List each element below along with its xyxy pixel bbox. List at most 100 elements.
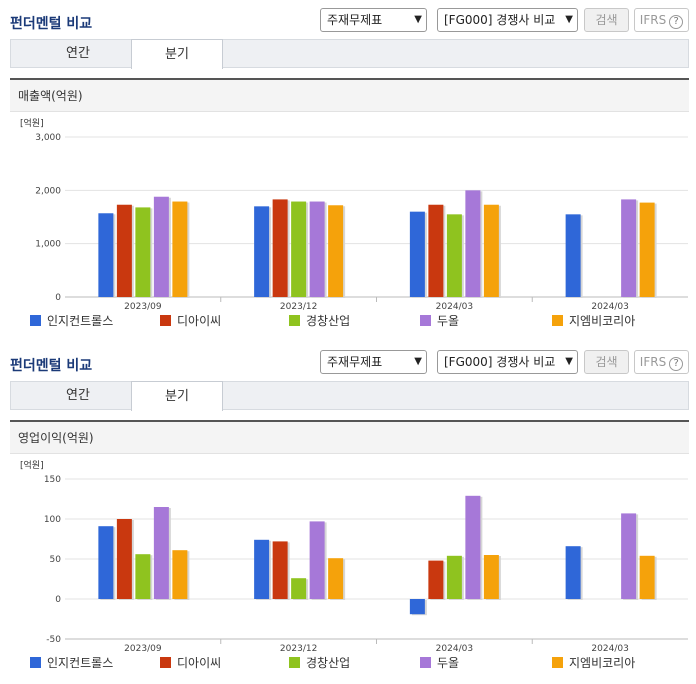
legend-item[interactable]: 두올 (420, 312, 459, 330)
peer-group-select-value: [FG000] 경쟁사 비교 (444, 13, 556, 27)
statement-select-value: 주재무제표 (327, 355, 383, 369)
ifrs-button[interactable]: IFRS? (634, 8, 689, 32)
legend-item[interactable]: 디아이씨 (160, 654, 221, 672)
y-tick-label: 1,000 (35, 240, 61, 250)
peer-group-select[interactable]: [FG000] 경쟁사 비교 ▼ (437, 8, 578, 32)
legend-swatch (30, 315, 41, 326)
search-button[interactable]: 검색 (584, 350, 629, 374)
bar[interactable] (621, 513, 637, 599)
section-title: 펀더멘털 비교 (10, 16, 93, 32)
bar[interactable] (483, 555, 499, 599)
period-tabs: 연간 분기 (10, 381, 689, 411)
bar[interactable] (621, 199, 637, 297)
y-unit-label: [억원] (20, 117, 44, 129)
bar[interactable] (135, 207, 151, 297)
question-circle-icon[interactable]: ? (669, 357, 684, 371)
x-tick-label: 2024/03 (436, 644, 473, 652)
statement-select[interactable]: 주재무제표 ▼ (320, 8, 427, 32)
operating-profit-bar-chart: [억원] -50 0 50 100 150 2023/09 2023/12 2024/03 202… (20, 459, 688, 652)
ifrs-button[interactable]: IFRS? (634, 350, 689, 374)
y-tick-label: 50 (50, 555, 62, 565)
bar[interactable] (291, 201, 307, 297)
legend-label: 인지컨트롤스 (47, 656, 114, 670)
bar[interactable] (116, 519, 132, 599)
bar[interactable] (465, 495, 481, 599)
legend-label: 경창산업 (306, 656, 351, 670)
bar[interactable] (409, 599, 425, 615)
bar[interactable] (565, 214, 581, 297)
ifrs-label: IFRS (639, 355, 667, 369)
y-tick-label: 3,000 (35, 133, 61, 143)
legend-label: 지엠비코리아 (569, 314, 636, 328)
legend-item[interactable]: 경창산업 (289, 312, 350, 330)
chevron-down-icon: ▼ (565, 356, 573, 367)
x-tick-label: 2023/09 (124, 302, 162, 310)
peer-group-select-value: [FG000] 경쟁사 비교 (444, 355, 556, 369)
tab-quarterly[interactable]: 분기 (131, 381, 223, 411)
legend-label: 경창산업 (306, 314, 351, 328)
legend-item[interactable]: 인지컨트롤스 (30, 654, 113, 672)
bar[interactable] (465, 190, 481, 297)
bar[interactable] (309, 521, 325, 599)
legend-item[interactable]: 경창산업 (289, 654, 350, 672)
bar[interactable] (172, 550, 188, 599)
tab-annual[interactable]: 연간 (66, 388, 90, 403)
bar[interactable] (328, 205, 344, 297)
legend-item[interactable]: 인지컨트롤스 (30, 312, 113, 330)
bar[interactable] (272, 199, 288, 297)
bar[interactable] (428, 560, 444, 599)
legend-label: 두올 (437, 314, 460, 328)
bar[interactable] (639, 202, 655, 297)
bar[interactable] (428, 204, 444, 297)
legend-swatch (420, 657, 431, 668)
y-tick-label: 100 (44, 515, 61, 525)
bar[interactable] (98, 213, 114, 297)
y-tick-label: 150 (44, 475, 61, 485)
bar[interactable] (135, 554, 151, 599)
bar[interactable] (291, 578, 307, 599)
legend-swatch (160, 657, 171, 668)
fundamental-section-sales: 펀더멘털 비교 주재무제표 ▼ [FG000] 경쟁사 비교 ▼ 검색 IFRS? … (10, 8, 689, 330)
search-button[interactable]: 검색 (584, 8, 629, 32)
bar[interactable] (639, 555, 655, 599)
x-tick-label: 2024/03 (591, 644, 628, 652)
tab-annual[interactable]: 연간 (66, 46, 90, 61)
y-tick-label: 2,000 (35, 186, 61, 196)
bar[interactable] (254, 206, 270, 297)
bar[interactable] (328, 558, 344, 599)
bar[interactable] (309, 201, 325, 297)
bar[interactable] (446, 214, 462, 297)
bar[interactable] (272, 541, 288, 599)
x-tick-label: 2023/12 (280, 302, 317, 310)
bar[interactable] (565, 546, 581, 599)
chevron-down-icon: ▼ (565, 14, 573, 25)
bar[interactable] (98, 526, 114, 599)
peer-group-select[interactable]: [FG000] 경쟁사 비교 ▼ (437, 350, 578, 374)
x-tick-label: 2024/03 (436, 302, 473, 310)
bar[interactable] (153, 507, 169, 599)
period-tabs: 연간 분기 (10, 39, 689, 69)
panel-title: 영업이익(억원) (10, 422, 689, 454)
legend-swatch (289, 315, 300, 326)
legend-swatch (30, 657, 41, 668)
chart-legend: 인지컨트롤스 디아이씨 경창산업 두올 지엠비코리아 (10, 312, 689, 330)
legend-item[interactable]: 지엠비코리아 (552, 654, 635, 672)
legend-label: 두올 (437, 656, 460, 670)
tab-quarterly[interactable]: 분기 (131, 39, 223, 69)
bar[interactable] (116, 204, 132, 297)
bar[interactable] (483, 204, 499, 297)
statement-select-value: 주재무제표 (327, 13, 383, 27)
legend-item[interactable]: 지엠비코리아 (552, 312, 635, 330)
y-tick-label: 0 (55, 293, 61, 303)
question-circle-icon[interactable]: ? (669, 15, 684, 29)
legend-item[interactable]: 디아이씨 (160, 312, 221, 330)
bar[interactable] (172, 201, 188, 297)
statement-select[interactable]: 주재무제표 ▼ (320, 350, 427, 374)
x-tick-label: 2024/03 (591, 302, 628, 310)
sales-bar-chart: [억원] 0 1,000 2,000 3,000 2023/09 2023/12 2024/0… (20, 117, 688, 310)
bar[interactable] (153, 196, 169, 297)
bar[interactable] (254, 539, 270, 599)
bar[interactable] (409, 211, 425, 297)
legend-item[interactable]: 두올 (420, 654, 459, 672)
bar[interactable] (446, 555, 462, 599)
